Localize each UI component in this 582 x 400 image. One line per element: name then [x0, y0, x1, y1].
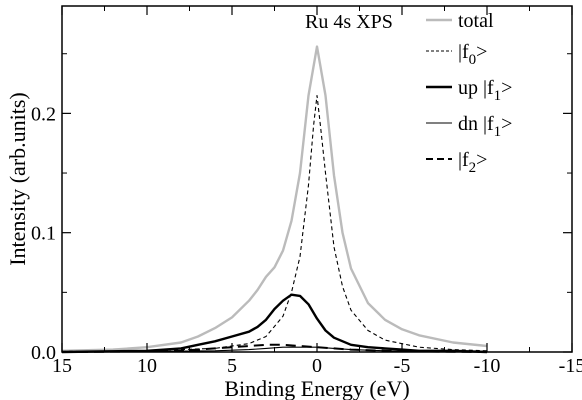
x-tick-label: 10 [137, 355, 157, 377]
legend-label-2: up |f1> [458, 77, 512, 104]
y-tick-label: 0.2 [31, 103, 56, 125]
chart-annotation: Ru 4s XPS [305, 11, 393, 33]
series-line-0 [61, 45, 488, 352]
series-line-4 [61, 343, 488, 353]
series-line-1 [61, 94, 488, 352]
x-tick-label: 15 [52, 355, 72, 377]
x-tick-label: 5 [227, 355, 237, 377]
y-tick-label: 0.1 [31, 223, 56, 245]
x-tick-label: -5 [394, 355, 411, 377]
legend-label-0: total [458, 10, 494, 32]
legend-label-4: |f2> [458, 149, 487, 176]
series-line-2 [61, 293, 488, 354]
legend-label-3: dn |f1> [458, 113, 512, 140]
x-tick-label: -15 [559, 355, 582, 377]
axis-ticks: 15 10 5 0 -5 -10 -15 0.0 0.1 0.2 [31, 6, 582, 377]
plot-frame [61, 5, 573, 353]
legend: total |f0> up |f1> dn |f1> |f2> [426, 10, 512, 176]
legend-label-1: |f0> [458, 41, 487, 68]
x-tick-label: 0 [312, 355, 322, 377]
plot-lines [61, 45, 488, 354]
x-axis-label: Binding Energy (eV) [224, 376, 409, 400]
y-tick-label: 0.0 [31, 342, 56, 364]
y-axis-label: Intensity (arb.units) [5, 92, 30, 266]
x-tick-label: -10 [474, 355, 501, 377]
